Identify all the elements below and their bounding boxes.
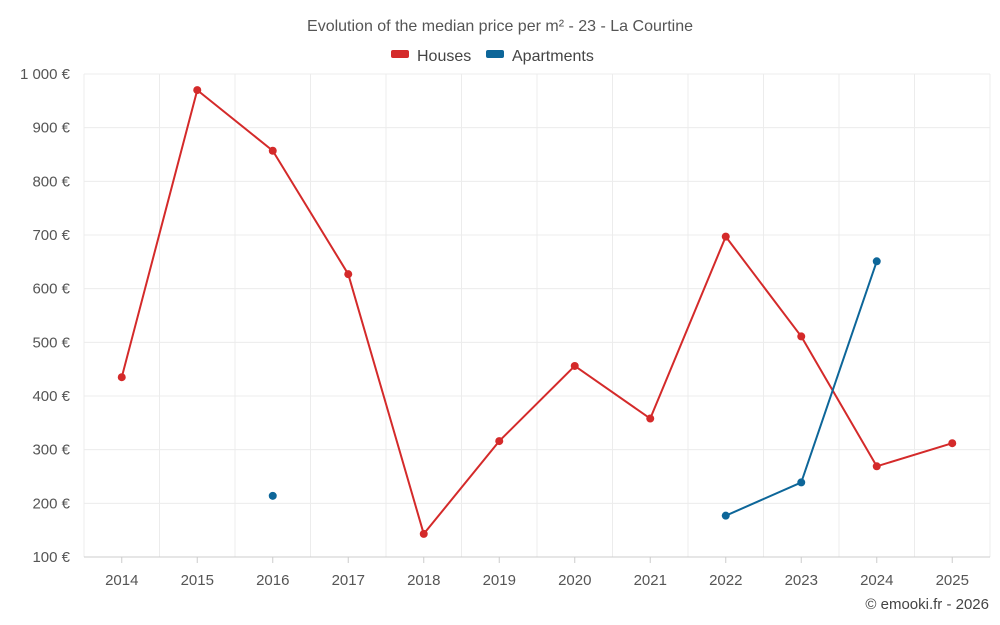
data-point-houses[interactable]: 2014: 435 <box>117 373 126 382</box>
x-tick-label: 2020 <box>558 572 591 589</box>
legend-label-houses[interactable]: Houses <box>417 48 471 65</box>
legend-swatch-houses[interactable] <box>391 50 409 58</box>
data-point-houses[interactable]: 2022: 697 <box>721 232 730 241</box>
data-point-houses[interactable]: 2019: 316 <box>495 437 504 446</box>
x-tick-label: 2021 <box>634 572 667 589</box>
x-tick-label: 2018 <box>407 572 440 589</box>
y-tick-label: 100 € <box>32 549 70 566</box>
legend: Houses Apartments <box>391 48 594 65</box>
y-tick-label: 900 € <box>32 120 70 137</box>
x-tick-label: 2019 <box>483 572 516 589</box>
x-tick-label: 2023 <box>785 572 818 589</box>
data-point-houses[interactable]: 2016: 857 <box>268 146 277 155</box>
data-point-houses[interactable]: 2025: 312 <box>948 439 957 448</box>
y-tick-label: 800 € <box>32 173 70 190</box>
y-tick-label: 1 000 € <box>20 66 71 83</box>
legend-label-apartments[interactable]: Apartments <box>512 48 594 65</box>
y-tick-label: 400 € <box>32 388 70 405</box>
axes: 100 € 200 € 300 € 400 € 500 € 600 € 700 € 800 €… <box>20 66 990 589</box>
series: 2014: 435 2015: 970 2016: 857 2017: 627 2018… <box>117 86 957 538</box>
data-point-houses[interactable]: 2024: 269 <box>872 462 881 471</box>
series-line-houses <box>120 89 953 535</box>
x-tick-label: 2015 <box>181 572 214 589</box>
data-point-houses[interactable]: 2018: 143 <box>419 529 428 538</box>
series-apartments: 2016: 214 2022: 177 2023: 239 2024: 651 <box>268 257 881 520</box>
data-point-houses[interactable]: 2015: 970 <box>193 86 202 95</box>
data-point-apartments[interactable]: 2024: 651 <box>872 257 881 266</box>
x-tick-label: 2024 <box>860 572 893 589</box>
data-point-houses[interactable]: 2017: 627 <box>344 270 353 279</box>
chart-title: Evolution of the median price per m² - 2… <box>307 18 693 35</box>
data-point-apartments[interactable]: 2016: 214 <box>268 491 277 500</box>
data-point-houses[interactable]: 2023: 511 <box>797 332 806 341</box>
x-tick-label: 2022 <box>709 572 742 589</box>
y-tick-label: 200 € <box>32 495 70 512</box>
data-point-apartments[interactable]: 2023: 239 <box>797 478 806 487</box>
x-tick-label: 2025 <box>936 572 969 589</box>
y-tick-label: 300 € <box>32 442 70 459</box>
grid <box>83 73 991 557</box>
series-houses: 2014: 435 2015: 970 2016: 857 2017: 627 2018… <box>117 86 957 538</box>
data-point-houses[interactable]: 2021: 358 <box>646 414 655 423</box>
series-line-apartments <box>725 260 878 517</box>
x-tick-label: 2016 <box>256 572 289 589</box>
y-tick-label: 600 € <box>32 281 70 298</box>
data-point-apartments[interactable]: 2022: 177 <box>721 511 730 520</box>
credit-text: © emooki.fr - 2026 <box>865 596 989 613</box>
y-tick-label: 500 € <box>32 334 70 351</box>
x-tick-label: 2017 <box>332 572 365 589</box>
y-tick-label: 700 € <box>32 227 70 244</box>
x-tick-label: 2014 <box>105 572 138 589</box>
legend-swatch-apartments[interactable] <box>486 50 504 58</box>
data-point-houses[interactable]: 2020: 456 <box>570 361 579 370</box>
